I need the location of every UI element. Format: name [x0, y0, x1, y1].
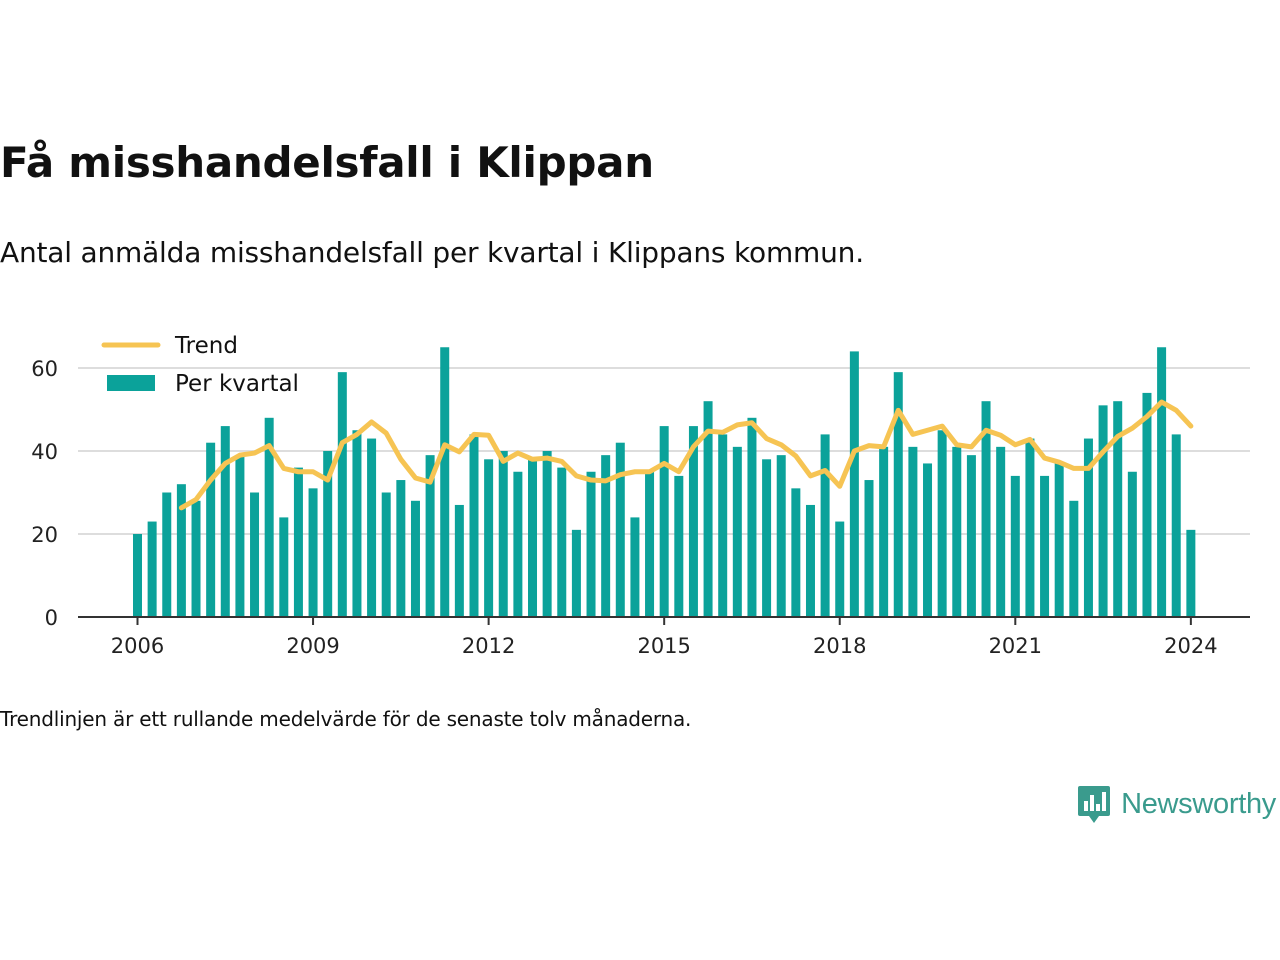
- bar: [923, 463, 933, 617]
- bar: [1010, 475, 1020, 617]
- bar: [279, 517, 289, 617]
- bar: [718, 434, 728, 617]
- footnote: Trendlinjen är ett rullande medelvärde f…: [0, 707, 692, 731]
- bar: [264, 417, 274, 617]
- y-tick-label: 40: [31, 440, 58, 464]
- bar: [571, 529, 581, 617]
- bar: [1127, 471, 1137, 617]
- bar: [966, 455, 976, 617]
- bar: [1054, 463, 1064, 617]
- brand-logo: Newsworthy: [1077, 784, 1276, 824]
- bar: [791, 488, 801, 617]
- bar: [805, 504, 815, 617]
- bar: [776, 455, 786, 617]
- y-tick-label: 0: [45, 606, 58, 630]
- bar: [557, 467, 567, 617]
- bar: [762, 459, 772, 617]
- legend: Trend Per kvartal: [101, 333, 299, 397]
- legend-bar-swatch: [107, 375, 155, 391]
- bar: [133, 534, 142, 617]
- bar: [381, 492, 391, 617]
- bar: [674, 475, 684, 617]
- chart-subtitle: Antal anmälda misshandelsfall per kvarta…: [0, 236, 864, 269]
- bar: [952, 446, 962, 617]
- bar: [879, 446, 889, 617]
- bar-line-chart: 0 20 40 60 2006 2009 2012 2015 2018 2021 2024 Tren…: [31, 333, 1250, 658]
- bar: [1098, 405, 1108, 617]
- x-tick-label: 2018: [813, 634, 866, 658]
- bar: [337, 372, 347, 617]
- x-tick-label: 2009: [286, 634, 339, 658]
- bar: [469, 434, 479, 617]
- bar: [1113, 401, 1123, 617]
- bar: [162, 492, 172, 617]
- bar: [1040, 475, 1050, 617]
- bar: [601, 455, 611, 617]
- bar: [630, 517, 640, 617]
- bar: [425, 455, 435, 617]
- axes: 0 20 40 60 2006 2009 2012 2015 2018 2021 2024: [31, 357, 1250, 658]
- bar: [893, 372, 903, 617]
- bar: [513, 471, 523, 617]
- legend-bar-label: Per kvartal: [175, 371, 299, 397]
- bar: [835, 521, 845, 617]
- x-tick-label: 2012: [462, 634, 515, 658]
- bar: [1142, 392, 1152, 617]
- bar: [250, 492, 260, 617]
- bar: [308, 488, 318, 617]
- bar: [615, 442, 625, 617]
- bar: [864, 480, 874, 617]
- chart-title: Få misshandelsfall i Klippan: [0, 138, 654, 187]
- bar: [352, 430, 362, 617]
- bar: [528, 459, 538, 617]
- bar: [747, 417, 757, 617]
- bar: [484, 459, 494, 617]
- trend-series: [178, 399, 1194, 511]
- bar: [367, 438, 377, 617]
- bar: [235, 455, 245, 617]
- bar: [688, 426, 698, 617]
- bar: [191, 500, 201, 617]
- bar: [1083, 438, 1093, 617]
- x-tick-label: 2006: [111, 634, 164, 658]
- bar: [703, 401, 713, 617]
- bar: [820, 434, 830, 617]
- trend-line: [178, 399, 1194, 511]
- y-tick-label: 60: [31, 357, 58, 381]
- x-tick-label: 2015: [637, 634, 690, 658]
- bar: [586, 471, 596, 617]
- bar: [147, 521, 157, 617]
- bar: [1186, 529, 1196, 617]
- bar: [849, 351, 859, 617]
- bar: [996, 446, 1006, 617]
- bar: [498, 451, 508, 617]
- bar: [1171, 434, 1181, 617]
- x-tick-label: 2021: [989, 634, 1042, 658]
- bar: [323, 451, 333, 617]
- brand-name: Newsworthy: [1121, 787, 1276, 820]
- bar: [396, 480, 406, 617]
- bar: [937, 430, 947, 617]
- bar: [220, 426, 230, 617]
- legend-trend-label: Trend: [174, 333, 238, 359]
- bar: [176, 484, 186, 617]
- bar: [645, 471, 655, 617]
- bar: [1025, 438, 1035, 617]
- bar: [206, 442, 216, 617]
- bar-series: [133, 347, 1196, 617]
- bar: [732, 446, 742, 617]
- bar: [1069, 500, 1079, 617]
- bar: [410, 500, 420, 617]
- bar: [659, 426, 669, 617]
- newsworthy-logo-icon: [1078, 786, 1111, 823]
- y-tick-label: 20: [31, 523, 58, 547]
- bar: [1157, 347, 1167, 617]
- bar: [440, 347, 450, 617]
- bar: [908, 446, 918, 617]
- bar: [293, 467, 303, 617]
- x-tick-label: 2024: [1164, 634, 1217, 658]
- bar: [542, 451, 552, 617]
- bar: [981, 401, 991, 617]
- bar: [454, 504, 464, 617]
